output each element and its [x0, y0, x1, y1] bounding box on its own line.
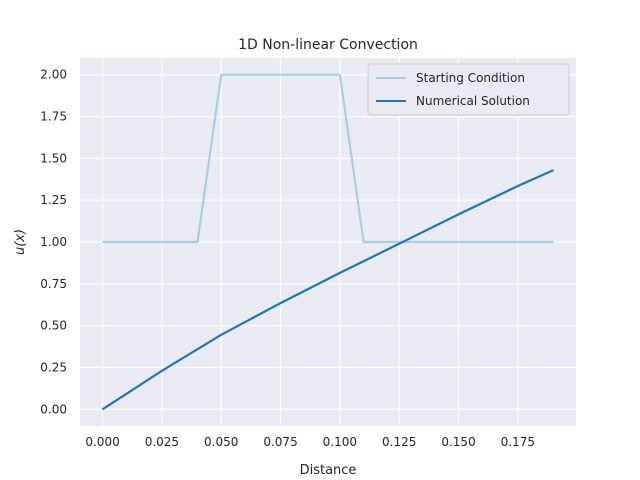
y-axis-label: u(x): [13, 229, 28, 255]
y-tick-label: 0.50: [40, 319, 67, 333]
x-axis-label: Distance: [300, 463, 357, 478]
x-tick-label: 0.175: [501, 435, 535, 449]
x-tick-label: 0.075: [263, 435, 297, 449]
series-line-numerical-solution: [101, 169, 554, 411]
x-tick-label: 0.050: [204, 435, 238, 449]
y-tick-label: 1.50: [40, 151, 67, 165]
series-lines: [101, 73, 554, 411]
y-tick-label: 1.00: [40, 235, 67, 249]
y-tick-label: 0.25: [40, 360, 67, 374]
series-line-starting-condition: [102, 73, 554, 244]
chart-title: 1D Non-linear Convection: [238, 37, 418, 53]
y-tick-label: 0.75: [40, 277, 67, 291]
tick-labels: 0.000 0.025 0.050 0.075 0.100 0.125 0.150 0.175…: [40, 68, 535, 449]
x-tick-label: 0.125: [382, 435, 416, 449]
y-tick-label: 1.75: [40, 110, 67, 124]
y-tick-label: 2.00: [40, 68, 67, 82]
x-tick-label: 0.025: [145, 435, 179, 449]
y-tick-label: 1.25: [40, 193, 67, 207]
legend-label-starting-condition: Starting Condition: [416, 71, 525, 85]
x-tick-label: 0.150: [441, 435, 475, 449]
x-tick-label: 0.100: [323, 435, 357, 449]
x-tick-label: 0.000: [85, 435, 119, 449]
legend-box: [367, 63, 570, 116]
legend: Starting Condition Numerical Solution: [367, 63, 570, 116]
y-tick-label: 0.00: [40, 402, 67, 416]
legend-label-numerical-solution: Numerical Solution: [416, 94, 530, 108]
grid: [80, 58, 576, 426]
